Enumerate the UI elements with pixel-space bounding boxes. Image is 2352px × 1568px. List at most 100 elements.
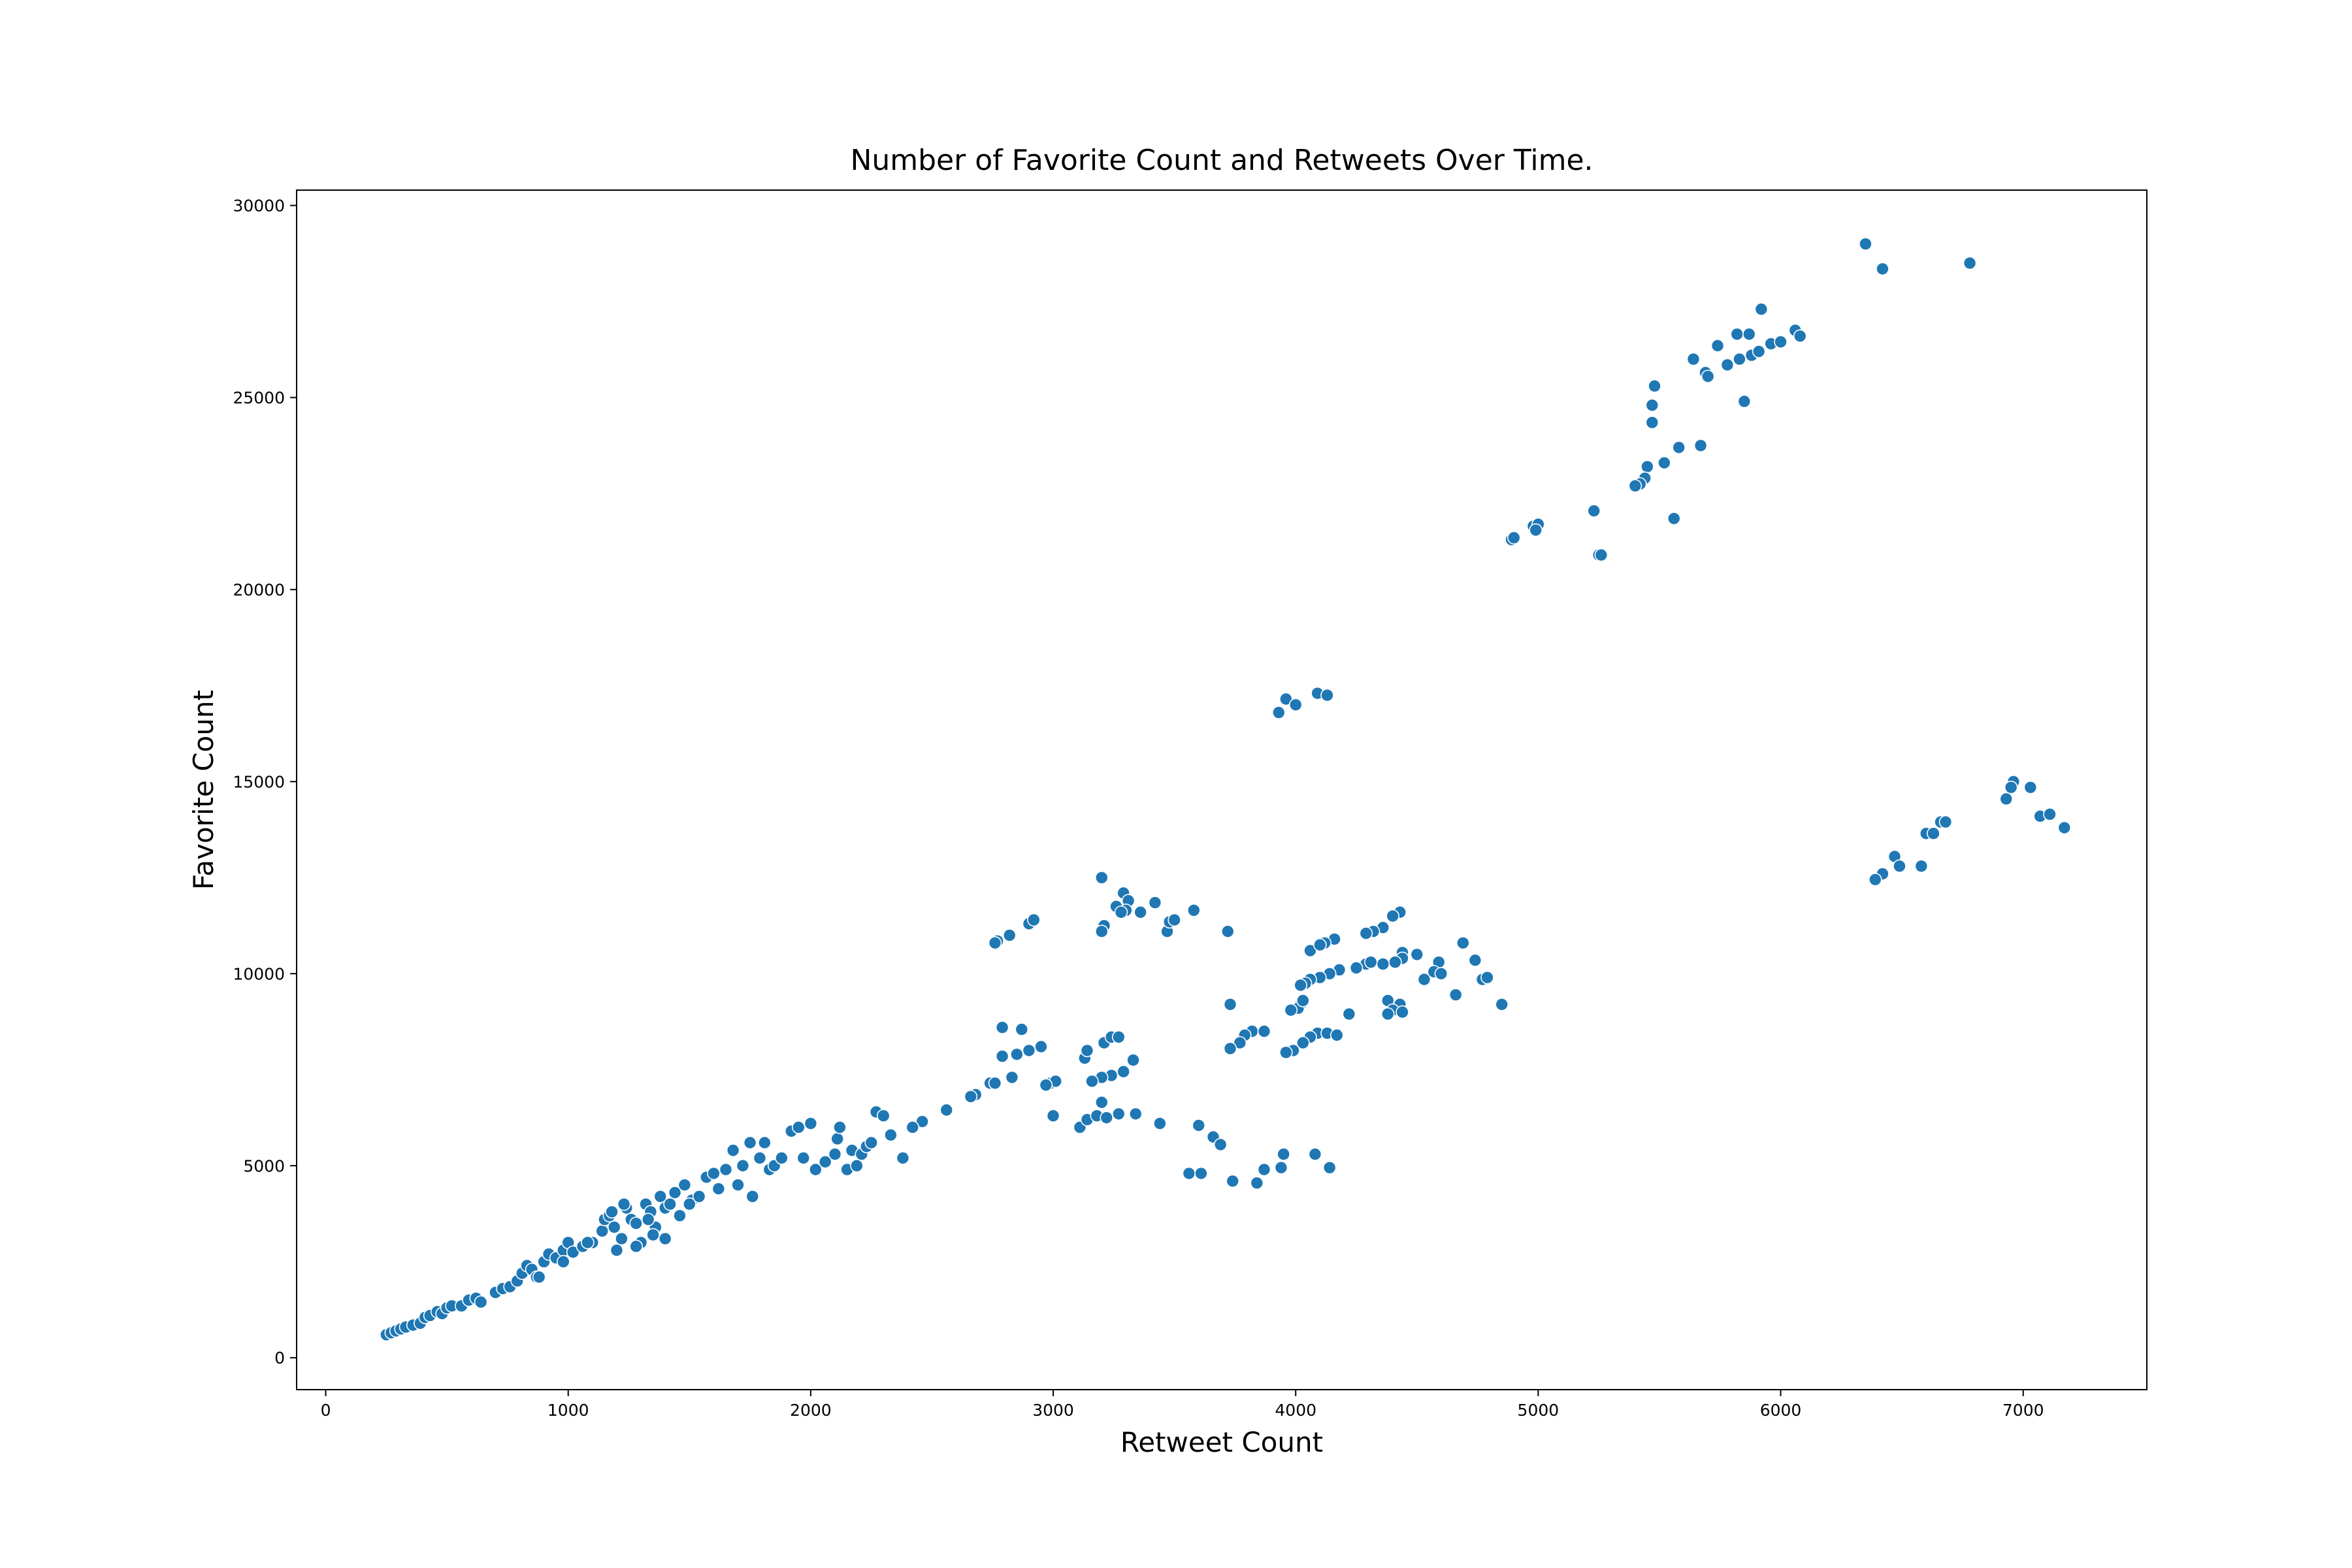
- point: [1213, 1137, 1228, 1152]
- point: [1754, 302, 1769, 316]
- point: [1010, 1047, 1024, 1062]
- point: [1868, 872, 1882, 887]
- point: [1288, 698, 1303, 712]
- point: [1284, 1003, 1298, 1017]
- point: [995, 1049, 1009, 1064]
- point: [828, 1147, 842, 1161]
- point: [939, 1103, 954, 1117]
- point: [1094, 924, 1109, 938]
- point: [605, 1205, 619, 1219]
- point: [964, 1090, 978, 1103]
- point: [653, 1189, 668, 1203]
- point: [1022, 1043, 1036, 1058]
- point: [1594, 548, 1609, 562]
- point: [1876, 262, 1889, 276]
- point: [1396, 1005, 1409, 1019]
- point: [864, 1135, 878, 1150]
- x-tick-label: 2000: [790, 1401, 832, 1420]
- point: [1117, 1064, 1130, 1079]
- point: [1194, 1166, 1208, 1181]
- point: [1279, 692, 1293, 706]
- point: [833, 1120, 847, 1134]
- point: [1468, 953, 1482, 968]
- point: [1587, 504, 1601, 518]
- point: [1927, 826, 1940, 841]
- point: [1448, 988, 1463, 1002]
- plot-frame: [296, 189, 2148, 1390]
- point: [1192, 1119, 1206, 1132]
- point: [1322, 1160, 1337, 1175]
- chart-title: Number of Favorite Count and Retweets Ov…: [850, 144, 1593, 177]
- point: [1480, 970, 1494, 985]
- point: [896, 1151, 910, 1165]
- point: [1002, 928, 1017, 942]
- point: [1100, 1111, 1113, 1125]
- point: [775, 1151, 789, 1165]
- point: [915, 1115, 929, 1128]
- point: [1294, 978, 1307, 992]
- x-tick-label: 4000: [1275, 1401, 1316, 1420]
- point: [1250, 1176, 1264, 1190]
- point: [1274, 1160, 1288, 1175]
- point: [876, 1109, 890, 1123]
- point: [1320, 688, 1334, 702]
- point: [1187, 904, 1201, 917]
- point: [617, 1197, 631, 1211]
- point: [804, 1117, 818, 1130]
- point: [1417, 972, 1431, 987]
- x-tick-label: 7000: [2002, 1401, 2044, 1420]
- point: [1027, 913, 1041, 927]
- point: [792, 1120, 806, 1134]
- y-tick-label: 5000: [243, 1156, 285, 1175]
- point: [532, 1270, 546, 1284]
- point: [1080, 1043, 1094, 1058]
- point: [1693, 438, 1708, 453]
- point: [1148, 896, 1162, 909]
- point: [1710, 338, 1725, 353]
- x-tick-label: 0: [321, 1401, 331, 1420]
- point: [615, 1232, 629, 1246]
- point: [1742, 327, 1756, 341]
- point: [1720, 358, 1735, 372]
- point: [753, 1151, 767, 1165]
- point: [641, 1213, 655, 1226]
- y-tick-label: 20000: [233, 580, 285, 599]
- point: [1628, 479, 1642, 493]
- point: [1999, 792, 2014, 806]
- point: [1303, 943, 1317, 958]
- point: [1257, 1162, 1271, 1177]
- point: [1257, 1024, 1271, 1038]
- x-tick-label: 3000: [1032, 1401, 1074, 1420]
- point: [1648, 379, 1661, 393]
- point: [743, 1135, 757, 1150]
- y-tick-label: 25000: [233, 388, 285, 407]
- point: [736, 1158, 750, 1173]
- point: [1279, 1045, 1293, 1060]
- point: [1793, 329, 1807, 343]
- point: [1134, 905, 1147, 919]
- point: [1094, 871, 1109, 885]
- point: [2004, 780, 2018, 794]
- point: [1039, 1078, 1053, 1092]
- x-axis-label: Retweet Count: [1120, 1426, 1323, 1458]
- x-tick-label: 5000: [1518, 1401, 1560, 1420]
- point: [850, 1158, 864, 1173]
- point: [610, 1243, 624, 1257]
- point: [673, 1209, 687, 1222]
- point: [663, 1197, 677, 1211]
- point: [474, 1295, 488, 1309]
- point: [1330, 1028, 1344, 1042]
- point: [1893, 859, 1906, 873]
- point: [1114, 905, 1128, 919]
- point: [678, 1178, 692, 1192]
- point: [1752, 344, 1766, 359]
- x-tick-label: 1000: [547, 1401, 589, 1420]
- y-tick-label: 10000: [233, 964, 285, 983]
- point: [1529, 523, 1543, 537]
- point: [1349, 961, 1364, 975]
- point: [1774, 335, 1788, 349]
- point: [1128, 1107, 1143, 1121]
